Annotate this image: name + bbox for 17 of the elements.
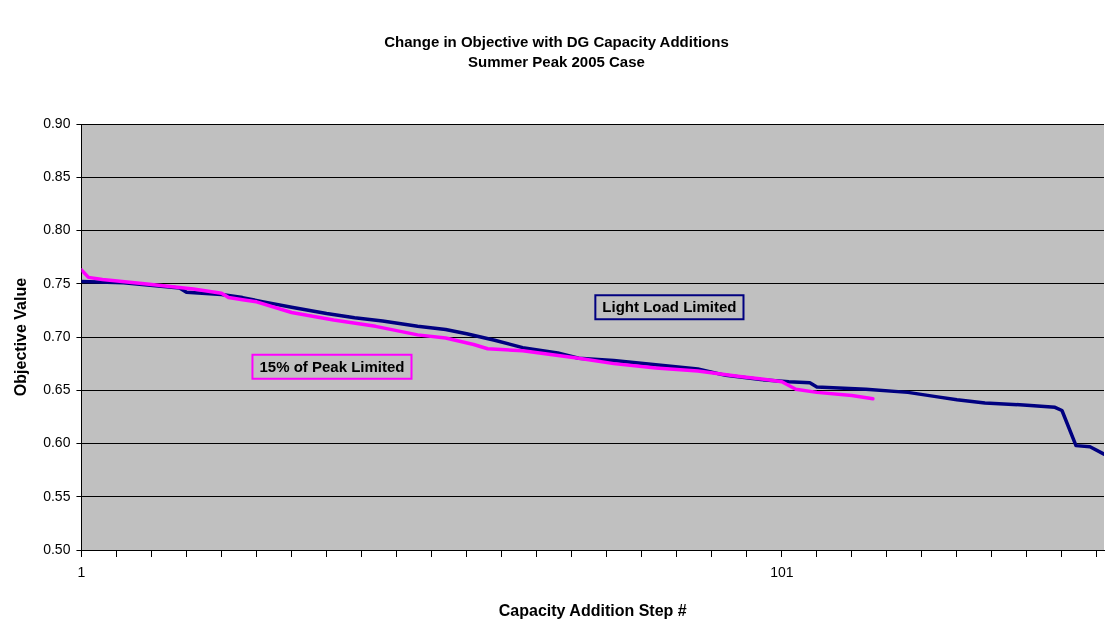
y-axis-title: Objective Value	[12, 277, 30, 397]
x-axis-title: Capacity Addition Step #	[498, 601, 687, 619]
y-tick-label: 0.70	[43, 327, 71, 344]
y-tick-label: 0.80	[43, 221, 71, 238]
y-tick-label: 0.50	[43, 540, 71, 557]
series-label: 15% of Peak Limited	[259, 357, 405, 375]
y-tick-label: 0.75	[43, 274, 71, 291]
y-tick-label: 0.90	[43, 114, 71, 131]
chart-title: Change in Objective with DG Capacity Additions	[384, 33, 729, 51]
y-tick-label: 0.65	[43, 381, 71, 398]
chart-subtitle: Summer Peak 2005 Case	[468, 53, 645, 71]
text: Light Load Limited	[602, 298, 737, 316]
y-tick-label: 0.55	[43, 487, 71, 504]
x-tick-label: 101	[770, 564, 794, 581]
y-tick-label: 0.60	[43, 434, 71, 451]
x-tick-label: 1	[77, 564, 86, 581]
y-tick-label: 0.85	[43, 168, 71, 185]
